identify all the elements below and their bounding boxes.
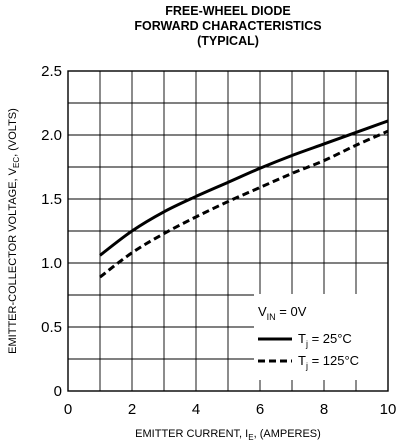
chart-title-line-2: FORWARD CHARACTERISTICS: [134, 19, 321, 33]
y-tick-label: 1.0: [41, 255, 62, 272]
plot-frame: [67, 70, 389, 392]
legend-entry-125c: Tj = 125°C: [298, 353, 359, 371]
legend-header: VIN = 0V: [258, 304, 307, 322]
legend-entry-25c: Tj = 25°C: [298, 331, 352, 349]
x-axis-label: EMITTER CURRENT, IE, (AMPERES): [135, 428, 321, 442]
x-tick-label: 8: [320, 401, 328, 418]
series-lines: [99, 119, 389, 279]
y-tick-label: 1.5: [41, 191, 62, 208]
x-tick-label: 10: [380, 401, 397, 418]
series-line-125c: [99, 129, 389, 279]
grid: [68, 71, 388, 391]
x-tick-label: 2: [128, 401, 136, 418]
y-tick-label: 2.5: [41, 63, 62, 80]
series-line-25c: [99, 119, 389, 257]
x-tick-label: 6: [256, 401, 264, 418]
tick-labels: 0 2 4 6 8 10 0 0.5 1.0 1.5 2.0 2.5: [41, 63, 396, 418]
legend-box: [254, 294, 388, 380]
x-tick-label: 0: [64, 401, 72, 418]
chart-title-line-3: (TYPICAL): [197, 34, 259, 48]
x-tick-label: 4: [192, 401, 200, 418]
chart-title-line-1: FREE-WHEEL DIODE: [165, 4, 290, 18]
y-tick-label: 2.0: [41, 127, 62, 144]
y-tick-label: 0: [54, 383, 62, 400]
legend: VIN = 0V Tj = 25°C Tj = 125°C: [254, 294, 388, 380]
y-axis-label: EMITTER-COLLECTOR VOLTAGE, VEC, (VOLTS): [7, 108, 21, 354]
y-tick-label: 0.5: [41, 319, 62, 336]
